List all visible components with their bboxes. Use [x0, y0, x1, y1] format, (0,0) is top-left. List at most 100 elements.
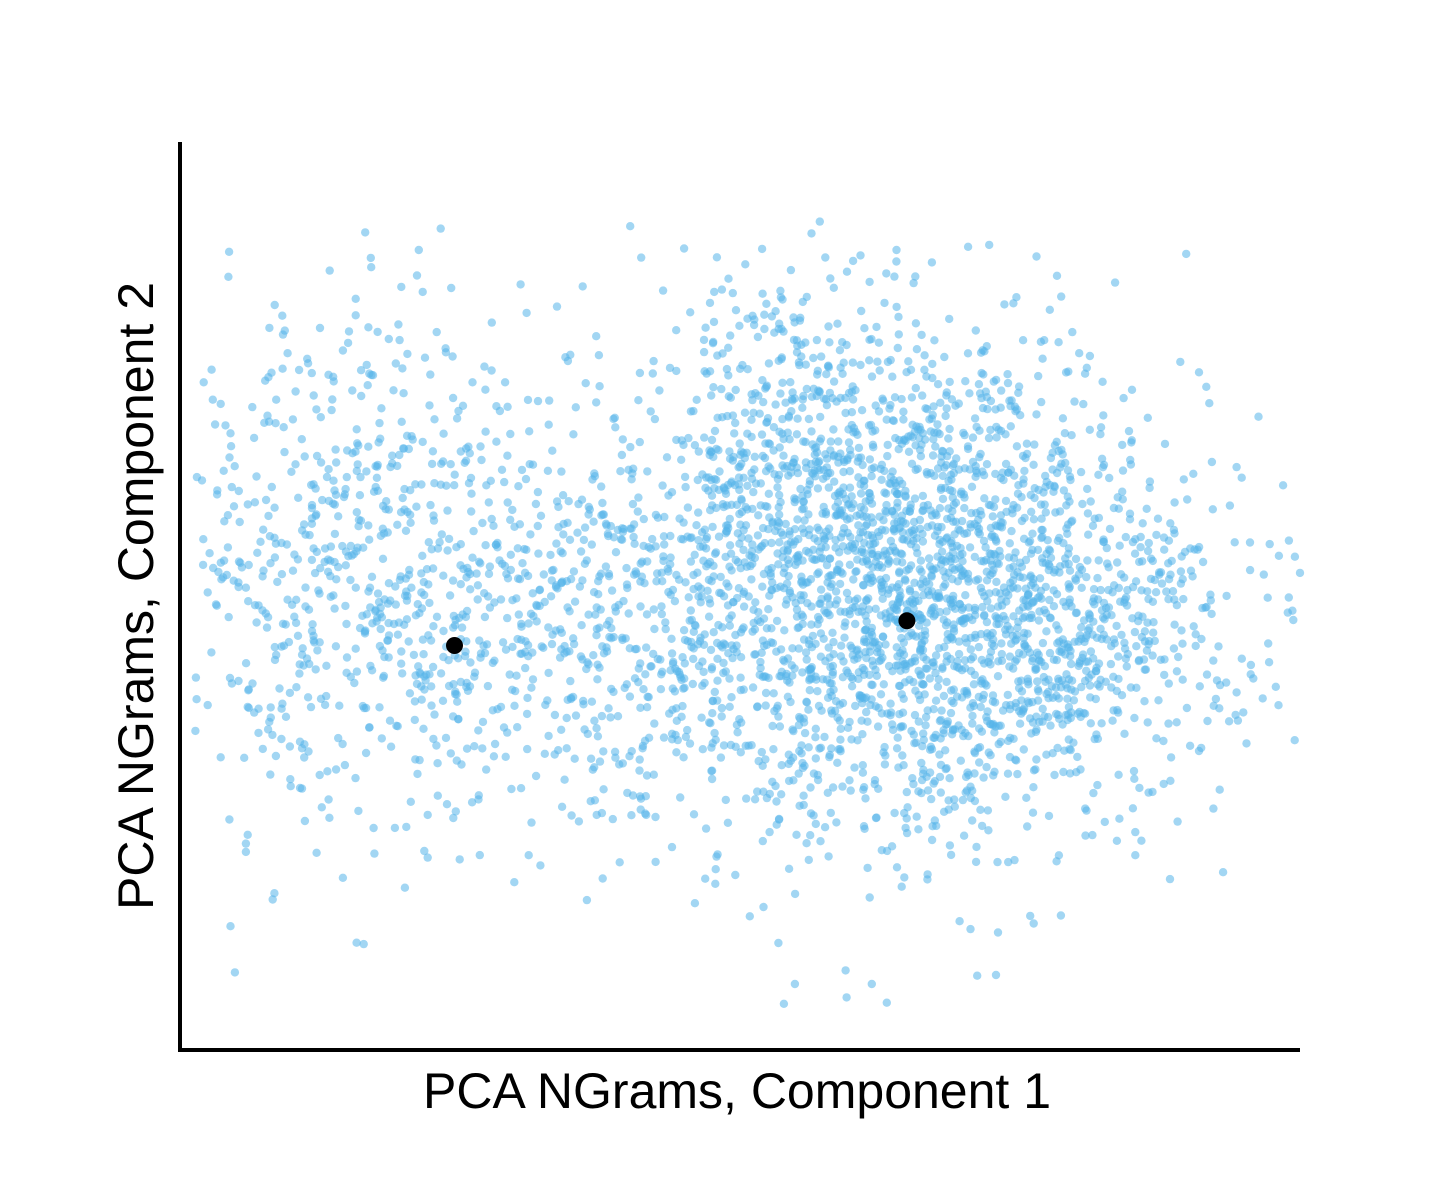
scatter-point [1089, 654, 1098, 663]
scatter-point [1094, 513, 1104, 523]
scatter-point [1056, 463, 1065, 472]
scatter-point [693, 475, 702, 485]
scatter-point [933, 428, 942, 437]
scatter-point [303, 693, 313, 702]
scatter-point [487, 514, 496, 524]
scatter-point [686, 606, 695, 615]
scatter-point [968, 433, 978, 442]
scatter-point [1143, 618, 1152, 627]
scatter-point [1005, 564, 1014, 573]
scatter-point [1059, 767, 1068, 777]
scatter-point [975, 426, 984, 435]
scatter-point [1006, 733, 1015, 743]
scatter-point [207, 648, 216, 657]
scatter-point [868, 661, 878, 670]
scatter-point [911, 272, 920, 281]
scatter-point [1000, 300, 1009, 309]
scatter-point [880, 298, 889, 308]
scatter-point [651, 812, 660, 822]
scatter-point [1001, 496, 1011, 506]
scatter-point [881, 640, 890, 649]
scatter-point [934, 589, 943, 598]
scatter-point [1140, 627, 1150, 636]
scatter-point [271, 751, 281, 761]
scatter-point [728, 456, 737, 465]
scatter-point [581, 379, 590, 388]
scatter-point [307, 500, 317, 510]
scatter-point [1165, 874, 1175, 884]
scatter-point [960, 503, 969, 513]
scatter-point [562, 577, 571, 586]
scatter-point [958, 795, 968, 805]
scatter-point [690, 620, 700, 630]
scatter-point [549, 565, 558, 575]
scatter-point [550, 710, 560, 720]
scatter-point [816, 585, 826, 594]
scatter-point [454, 714, 463, 724]
scatter-point [635, 368, 645, 378]
scatter-point [926, 427, 935, 436]
scatter-point [1029, 515, 1039, 524]
scatter-point [1130, 774, 1139, 783]
scatter-point [1176, 357, 1185, 367]
scatter-point [477, 455, 486, 465]
scatter-point [1290, 736, 1299, 745]
scatter-point [686, 407, 696, 416]
scatter-point [715, 588, 724, 597]
scatter-point [1055, 637, 1064, 646]
scatter-point [927, 835, 937, 845]
scatter-point [1029, 574, 1038, 584]
scatter-point [472, 569, 481, 578]
scatter-point [634, 678, 643, 687]
scatter-point [677, 534, 686, 544]
scatter-point [1035, 574, 1045, 583]
scatter-point [1122, 662, 1132, 671]
scatter-point [721, 529, 730, 538]
scatter-point [639, 514, 648, 524]
scatter-point [223, 543, 233, 552]
scatter-point [402, 596, 412, 605]
scatter-point [847, 408, 857, 417]
scatter-point [874, 527, 883, 537]
scatter-point [1159, 736, 1168, 746]
scatter-point [759, 902, 768, 912]
scatter-point [503, 451, 512, 460]
scatter-point [811, 672, 820, 681]
scatter-point [544, 731, 553, 741]
scatter-point [792, 348, 802, 357]
scatter-point [776, 528, 786, 537]
scatter-point [754, 391, 763, 400]
scatter-point [882, 500, 891, 510]
scatter-point [1112, 621, 1121, 631]
scatter-point [684, 433, 693, 443]
scatter-point [953, 577, 963, 586]
scatter-point [1081, 804, 1090, 813]
scatter-point [253, 548, 262, 557]
scatter-point [1003, 769, 1013, 778]
scatter-point [501, 752, 510, 761]
scatter-point [686, 637, 696, 647]
scatter-point [634, 493, 643, 502]
scatter-point [735, 509, 744, 519]
scatter-point [707, 391, 716, 400]
scatter-point [1033, 685, 1043, 694]
scatter-point [1211, 694, 1221, 704]
scatter-point [601, 562, 611, 571]
scatter-point [815, 387, 824, 396]
scatter-point [731, 385, 740, 395]
scatter-point [697, 713, 706, 722]
scatter-point [976, 348, 986, 357]
scatter-point [610, 747, 620, 756]
scatter-point [1085, 351, 1095, 361]
scatter-point [837, 641, 846, 650]
scatter-point [865, 277, 874, 287]
scatter-point [971, 857, 981, 867]
scatter-point [942, 461, 951, 470]
scatter-point [937, 547, 947, 556]
scatter-point [1127, 385, 1137, 394]
scatter-point [825, 679, 835, 688]
scatter-point [418, 287, 427, 297]
scatter-point [753, 787, 762, 796]
scatter-point [514, 610, 523, 619]
scatter-point [658, 286, 668, 295]
